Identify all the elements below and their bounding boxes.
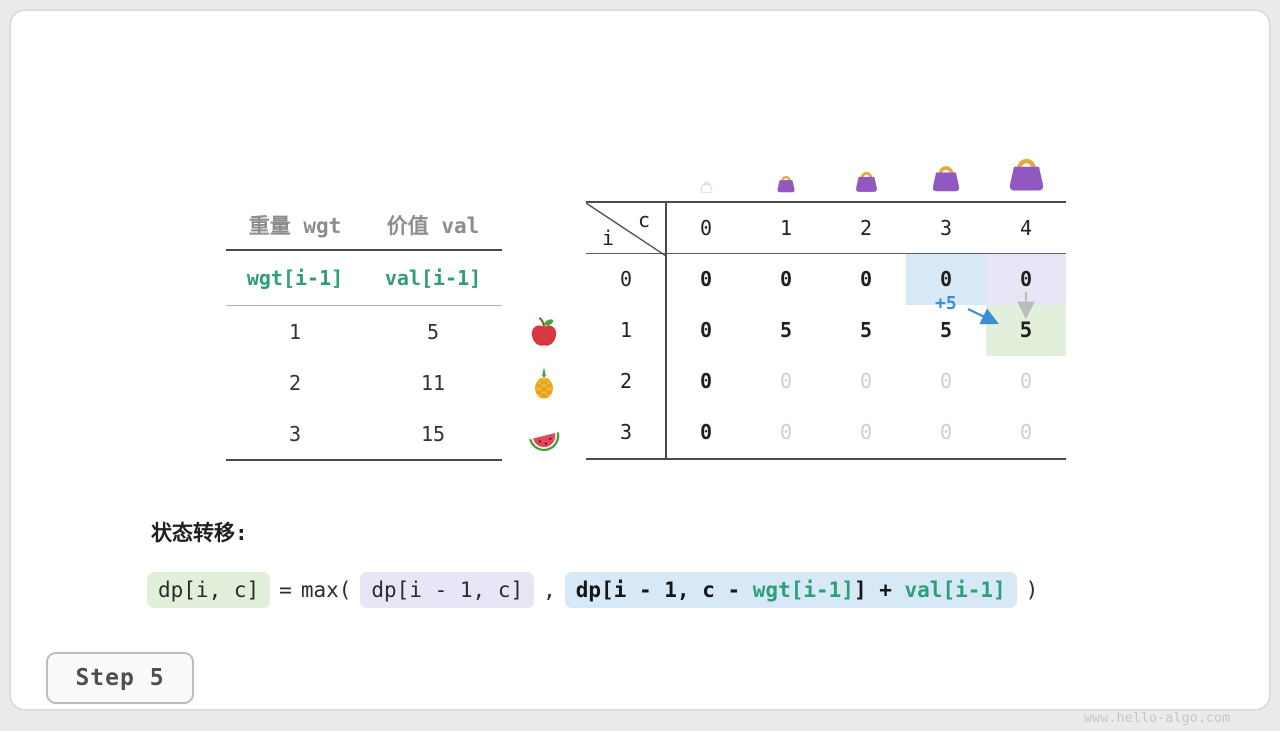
figure-card: 重量 wgt 价值 val wgt[i-1] val[i-1] 1 5 2 11 3 15 [9, 9, 1271, 726]
bag-icon-row [666, 139, 1066, 197]
item-cell: 1 [288, 319, 302, 344]
dp-cell-2-2: 0 [859, 369, 873, 393]
max-open: max( [300, 578, 352, 602]
bag-icon-capacity-0 [666, 139, 746, 197]
dp-cell-1-0: 0 [699, 318, 713, 342]
close-paren: ) [1025, 578, 1039, 602]
dp-cell-1-1: 5 [779, 318, 793, 342]
item-cell: 11 [420, 370, 446, 395]
dp-target-chip: dp[i, c] [147, 572, 271, 608]
dp-row-2: 2 0 0 0 0 0 [586, 356, 1066, 407]
dp-cell-3-3: 0 [939, 420, 953, 444]
dp-row-header-1: 1 [619, 318, 633, 342]
dp-cell-1-2: 5 [859, 318, 873, 342]
item-table: 重量 wgt 价值 val wgt[i-1] val[i-1] 1 5 2 11 3 15 [226, 201, 502, 461]
apple-icon [518, 306, 570, 357]
item-cell: 3 [288, 421, 302, 446]
bag-icon-capacity-4 [986, 139, 1066, 197]
bag-icon-capacity-2 [826, 139, 906, 197]
dp-col-header-1: 1 [779, 216, 793, 240]
fruit-column [518, 306, 570, 459]
dp-cell-3-1: 0 [779, 420, 793, 444]
dp-col-header-4: 4 [1019, 216, 1033, 240]
dp-row-3: 3 0 0 0 0 0 [586, 407, 1066, 458]
val-formula-label: val[i-1] [384, 266, 482, 290]
dp-corner-cell: c i [586, 203, 666, 256]
dp-cell-3-4: 0 [1019, 420, 1033, 444]
dp-col-header-3: 3 [939, 216, 953, 240]
dp-cell-3-2: 0 [859, 420, 873, 444]
watermark: www.hello-algo.com [1084, 710, 1231, 726]
dp-cell-3-0: 0 [699, 420, 713, 444]
item-row-1: 2 11 [226, 357, 502, 408]
value-column-header: 价值 val [386, 214, 480, 238]
dp-col-header-2: 2 [859, 216, 873, 240]
watermelon-icon [518, 408, 570, 459]
comma: , [543, 578, 556, 602]
weight-column-header: 重量 wgt [248, 214, 342, 238]
item-cell: 5 [426, 319, 440, 344]
dp-cell-2-4: 0 [1019, 369, 1033, 393]
divider [665, 201, 667, 458]
item-cell: 15 [420, 421, 446, 446]
item-cell: 2 [288, 370, 302, 395]
wgt-formula-label: wgt[i-1] [246, 266, 344, 290]
item-axis-label: i [602, 226, 615, 250]
dp-table-header: c i 0 1 2 3 4 [586, 201, 1066, 256]
dp-row-header-0: 0 [619, 267, 633, 291]
option2-part: ] + [853, 578, 905, 602]
item-formula-row: wgt[i-1] val[i-1] [226, 251, 502, 305]
dp-cell-2-0: 0 [699, 369, 713, 393]
dp-column-headers: 0 1 2 3 4 [666, 203, 1066, 253]
dp-cell-1-4: 5 [986, 305, 1066, 356]
step-indicator: Step 5 [46, 652, 194, 704]
option2-chip: dp[i - 1, c - wgt[i-1]] + val[i-1] [564, 572, 1017, 608]
bag-icon-capacity-3 [906, 139, 986, 197]
divider [586, 458, 1066, 460]
divider [226, 305, 502, 306]
dp-cell-2-1: 0 [779, 369, 793, 393]
val-ref: val[i-1] [904, 578, 1006, 602]
dp-cell-0-0: 0 [699, 267, 713, 291]
item-row-2: 3 15 [226, 408, 502, 459]
dp-cell-0-1: 0 [779, 267, 793, 291]
item-rows: 1 5 2 11 3 15 [226, 306, 502, 459]
transfer-value-annotation: +5 [935, 293, 957, 314]
capacity-axis-label: c [637, 208, 650, 232]
wgt-ref: wgt[i-1] [752, 578, 854, 602]
dp-row-header-3: 3 [619, 420, 633, 444]
dp-row-header-2: 2 [619, 369, 633, 393]
divider [226, 249, 502, 251]
pineapple-icon [518, 357, 570, 408]
dp-cell-0-2: 0 [859, 267, 873, 291]
equals-sign: = [279, 578, 292, 602]
transition-formula: dp[i, c] = max( dp[i - 1, c] , dp[i - 1,… [147, 572, 1038, 608]
transition-label: 状态转移: [151, 521, 248, 545]
dp-row-1: 1 0 5 5 5 5 [586, 305, 1066, 356]
dp-cell-1-3: 5 [939, 318, 953, 342]
option2-part: dp[i - 1, c - [575, 578, 753, 602]
option1-chip: dp[i - 1, c] [360, 572, 535, 608]
divider [226, 459, 502, 461]
dp-cell-0-3: 0 [906, 254, 986, 305]
diagonal-divider [586, 203, 666, 256]
dp-cell-0-4: 0 [986, 254, 1066, 305]
item-table-header: 重量 wgt 价值 val [226, 201, 502, 249]
dp-col-header-0: 0 [699, 216, 713, 240]
dp-cell-2-3: 0 [939, 369, 953, 393]
bag-icon-capacity-1 [746, 139, 826, 197]
